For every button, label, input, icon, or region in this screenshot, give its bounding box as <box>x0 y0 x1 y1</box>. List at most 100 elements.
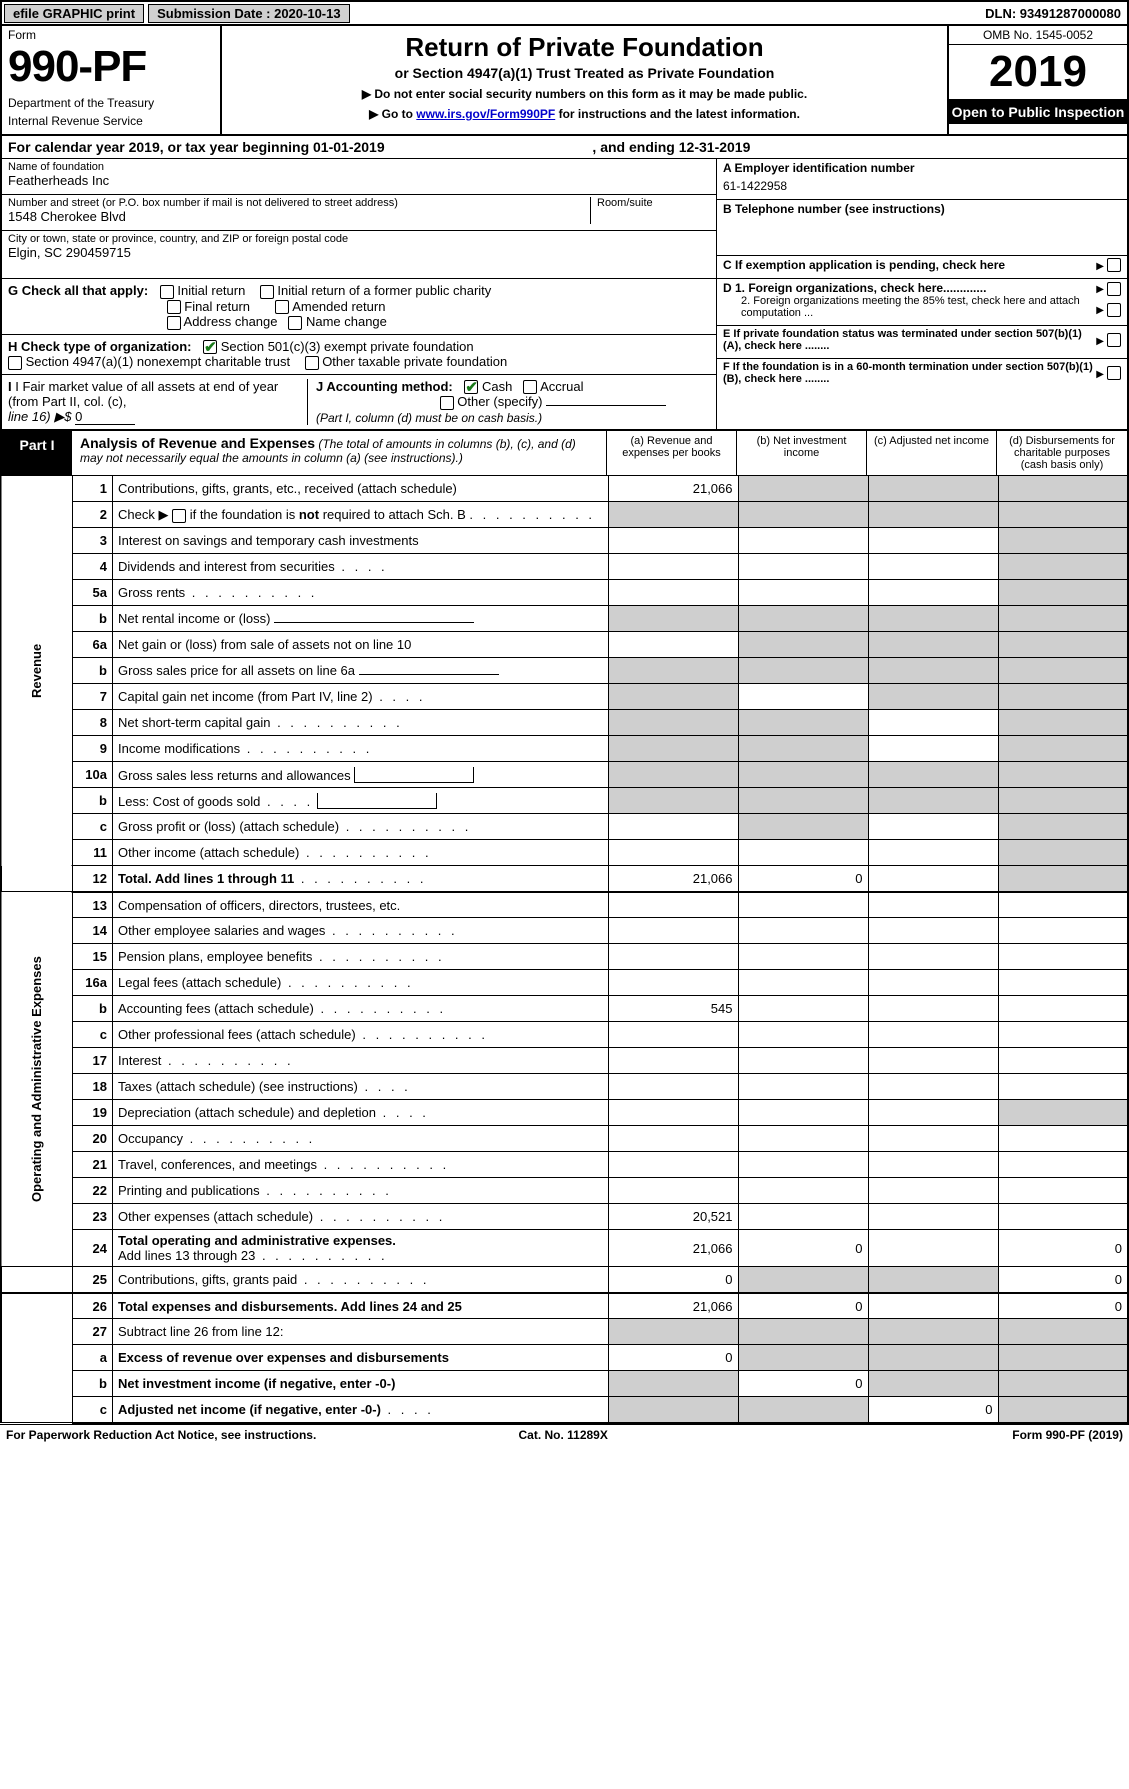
row-16b-a: 545 <box>608 996 738 1022</box>
row-13: Operating and Administrative Expenses 13… <box>1 892 1128 918</box>
row-24-c <box>868 1230 998 1267</box>
row-26-num: 26 <box>73 1293 113 1319</box>
g-row: G Check all that apply: Initial return I… <box>2 279 716 335</box>
row-27: 27 Subtract line 26 from line 12: <box>1 1319 1128 1345</box>
row-1: Revenue 1 Contributions, gifts, grants, … <box>1 476 1128 502</box>
row-23-a: 20,521 <box>608 1204 738 1230</box>
row-17: 17 Interest <box>1 1048 1128 1074</box>
calyear-begin: 01-01-2019 <box>313 139 385 155</box>
row-23-num: 23 <box>73 1204 113 1230</box>
j-other-checkbox[interactable] <box>440 396 454 410</box>
row-10c: c Gross profit or (loss) (attach schedul… <box>1 814 1128 840</box>
row-5a-desc: Gross rents <box>113 580 609 606</box>
g-name-change-checkbox[interactable] <box>288 316 302 330</box>
row-2-checkbox[interactable] <box>172 509 186 523</box>
j-block: J Accounting method: Cash Accrual Other … <box>308 379 710 425</box>
h-other-checkbox[interactable] <box>305 356 319 370</box>
j-other-label: Other (specify) <box>457 394 542 409</box>
row-11-num: 11 <box>73 840 113 866</box>
row-27a-a: 0 <box>608 1345 738 1371</box>
row-27a-num: a <box>73 1345 113 1371</box>
row-12: 12 Total. Add lines 1 through 11 21,066 … <box>1 866 1128 892</box>
row-5b-num: b <box>73 606 113 632</box>
f-checkbox[interactable] <box>1107 366 1121 380</box>
row-27-desc: Subtract line 26 from line 12: <box>113 1319 609 1345</box>
e-label: E If private foundation status was termi… <box>723 328 1096 352</box>
row-16c-num: c <box>73 1022 113 1048</box>
address-row: Number and street (or P.O. box number if… <box>2 195 716 231</box>
irs-link[interactable]: www.irs.gov/Form990PF <box>416 107 555 121</box>
row-26-d: 0 <box>998 1293 1128 1319</box>
row-2: 2 Check ▶ if the foundation is not requi… <box>1 502 1128 528</box>
address-label: Number and street (or P.O. box number if… <box>8 197 590 209</box>
j-accrual-checkbox[interactable] <box>523 380 537 394</box>
f-label: F If the foundation is in a 60-month ter… <box>723 361 1096 385</box>
row-2-post: if the foundation is <box>190 507 299 522</box>
expenses-side-label: Operating and Administrative Expenses <box>1 892 73 1267</box>
row-5a: 5a Gross rents <box>1 580 1128 606</box>
form-subtitle: or Section 4947(a)(1) Trust Treated as P… <box>230 65 939 81</box>
instruction-2: ▶ Go to www.irs.gov/Form990PF for instru… <box>230 107 939 121</box>
col-c-header: (c) Adjusted net income <box>867 431 997 475</box>
foundation-name-row: Name of foundation Featherheads Inc <box>2 159 716 195</box>
col-b-header: (b) Net investment income <box>737 431 867 475</box>
part1-header: Part I Analysis of Revenue and Expenses … <box>0 430 1129 476</box>
masthead-left: Form 990-PF Department of the Treasury I… <box>2 26 222 134</box>
row-15: 15 Pension plans, employee benefits <box>1 944 1128 970</box>
row-5b-desc: Net rental income or (loss) <box>113 606 609 632</box>
row-14-num: 14 <box>73 918 113 944</box>
telephone-label: B Telephone number (see instructions) <box>723 202 1121 216</box>
row-3-num: 3 <box>73 528 113 554</box>
g-addr-change-checkbox[interactable] <box>167 316 181 330</box>
efile-print-button[interactable]: efile GRAPHIC print <box>4 4 144 23</box>
gh-right: D 1. Foreign organizations, check here..… <box>717 279 1127 429</box>
row-12-desc: Total. Add lines 1 through 11 <box>113 866 609 892</box>
row-8-desc: Net short-term capital gain <box>113 710 609 736</box>
row-16a-num: 16a <box>73 970 113 996</box>
row-12-c <box>868 866 998 892</box>
h-501c3-label: Section 501(c)(3) exempt private foundat… <box>221 339 474 354</box>
row-2-post2: required to attach Sch. B <box>323 507 466 522</box>
d2-checkbox[interactable] <box>1107 303 1121 317</box>
row-11-desc: Other income (attach schedule) <box>113 840 609 866</box>
j-cash-checkbox[interactable] <box>464 380 478 394</box>
g-initial-former-label: Initial return of a former public charit… <box>277 283 491 298</box>
row-22-num: 22 <box>73 1178 113 1204</box>
row-24-d: 0 <box>998 1230 1128 1267</box>
row-9-desc: Income modifications <box>113 736 609 762</box>
g-amended-label: Amended return <box>292 299 385 314</box>
row-18-desc: Taxes (attach schedule) (see instruction… <box>113 1074 609 1100</box>
row-27b-desc: Net investment income (if negative, ente… <box>113 1371 609 1397</box>
row-3: 3 Interest on savings and temporary cash… <box>1 528 1128 554</box>
city-label: City or town, state or province, country… <box>8 233 710 245</box>
row-20: 20 Occupancy <box>1 1126 1128 1152</box>
row-9: 9 Income modifications <box>1 736 1128 762</box>
e-checkbox[interactable] <box>1107 333 1121 347</box>
row-19-num: 19 <box>73 1100 113 1126</box>
foundation-name-value: Featherheads Inc <box>8 173 710 188</box>
part1-title-cell: Analysis of Revenue and Expenses (The to… <box>72 431 607 475</box>
row-16a: 16a Legal fees (attach schedule) <box>1 970 1128 996</box>
j-cash-label: Cash <box>482 379 512 394</box>
h-4947-checkbox[interactable] <box>8 356 22 370</box>
row-16c-desc: Other professional fees (attach schedule… <box>113 1022 609 1048</box>
row-16a-desc: Legal fees (attach schedule) <box>113 970 609 996</box>
row-23-desc: Other expenses (attach schedule) <box>113 1204 609 1230</box>
d-row: D 1. Foreign organizations, check here..… <box>717 279 1127 326</box>
calyear-mid: , and ending <box>592 139 678 155</box>
inst2-pre: ▶ Go to <box>369 107 416 121</box>
g-amended-checkbox[interactable] <box>275 300 289 314</box>
row-16b-desc: Accounting fees (attach schedule) <box>113 996 609 1022</box>
c-checkbox[interactable] <box>1107 258 1121 272</box>
city-row: City or town, state or province, country… <box>2 231 716 266</box>
row-24-b: 0 <box>738 1230 868 1267</box>
g-initial-former-checkbox[interactable] <box>260 285 274 299</box>
omb-number: OMB No. 1545-0052 <box>949 26 1127 45</box>
d1-checkbox[interactable] <box>1107 282 1121 296</box>
g-label: G Check all that apply: <box>8 283 148 298</box>
row-1-desc: Contributions, gifts, grants, etc., rece… <box>113 476 609 502</box>
g-initial-checkbox[interactable] <box>160 285 174 299</box>
h-501c3-checkbox[interactable] <box>203 340 217 354</box>
entity-right: A Employer identification number 61-1422… <box>717 159 1127 278</box>
g-final-checkbox[interactable] <box>167 300 181 314</box>
